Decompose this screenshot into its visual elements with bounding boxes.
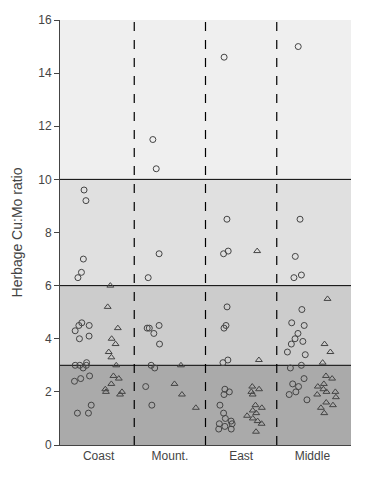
svg-text:4: 4	[45, 332, 52, 346]
svg-text:8: 8	[45, 226, 52, 240]
svg-text:0: 0	[45, 438, 52, 452]
svg-text:Middle: Middle	[295, 449, 331, 463]
svg-text:Herbage Cu:Mo ratio: Herbage Cu:Mo ratio	[9, 167, 25, 297]
svg-text:Mount.: Mount.	[152, 449, 189, 463]
svg-text:10: 10	[38, 173, 52, 187]
svg-text:2: 2	[45, 385, 52, 399]
svg-text:Coast: Coast	[83, 449, 115, 463]
svg-text:12: 12	[38, 119, 52, 133]
svg-text:16: 16	[38, 13, 52, 27]
svg-text:6: 6	[45, 279, 52, 293]
svg-text:14: 14	[38, 66, 52, 80]
svg-text:East: East	[229, 449, 254, 463]
